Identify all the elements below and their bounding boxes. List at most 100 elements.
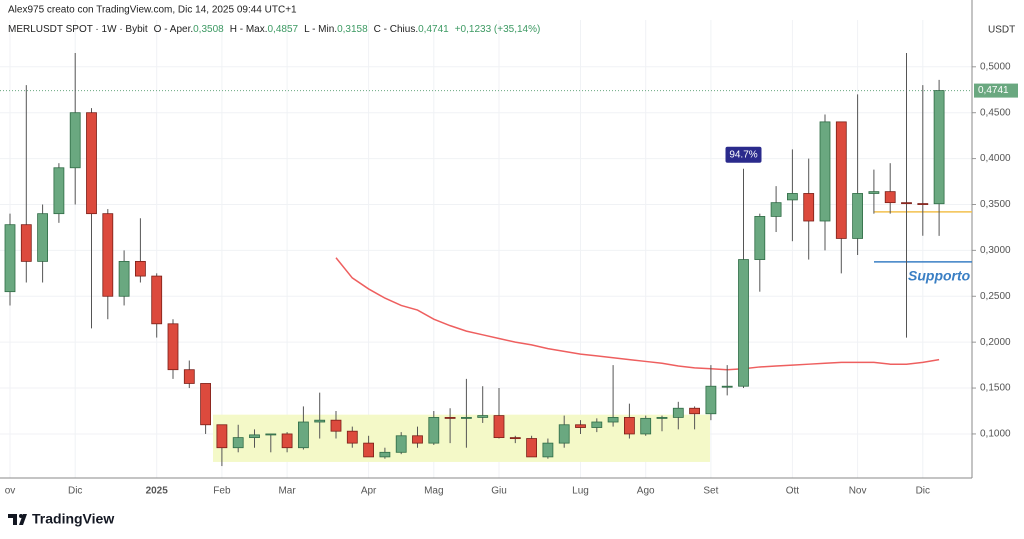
candle-body xyxy=(216,424,228,449)
ohlc-value: 0,3508 xyxy=(193,24,224,35)
candle-body xyxy=(363,442,375,458)
x-tick-label: Lug xyxy=(572,486,589,497)
candle-body xyxy=(575,424,586,428)
candle-body xyxy=(640,417,652,435)
candle-body xyxy=(297,421,309,449)
currency: USDT xyxy=(988,25,1015,36)
symbol: MERLUSDT SPOT · 1W · Bybit xyxy=(8,24,148,35)
y-tick-label: 0,1000 xyxy=(980,429,1011,440)
ohlc-label: C - Chius. xyxy=(374,24,418,35)
level-label: Supporto xyxy=(908,268,971,284)
candle-body xyxy=(183,369,195,384)
candle-body xyxy=(330,419,342,432)
candle-body xyxy=(558,424,570,444)
x-tick-label: Nov xyxy=(849,486,867,497)
candle-body xyxy=(705,385,717,415)
ohlc-label: H - Max. xyxy=(230,24,268,35)
candle-body xyxy=(819,121,831,222)
y-tick-label: 0,4000 xyxy=(980,153,1011,164)
candle-body xyxy=(493,415,505,439)
change: +0,1233 (+35,14%) xyxy=(455,24,541,35)
candle-body xyxy=(412,435,423,444)
x-tick-label: Mar xyxy=(278,486,296,497)
y-tick-label: 0,3000 xyxy=(980,245,1011,256)
y-tick-label: 0,2500 xyxy=(980,291,1011,302)
x-tick-label: Mag xyxy=(424,486,443,497)
y-tick-label: 0,3500 xyxy=(980,199,1011,210)
x-tick-label: Set xyxy=(703,486,718,497)
candle-body xyxy=(852,193,863,239)
x-tick-label: Apr xyxy=(361,486,377,497)
candle-body xyxy=(835,121,847,239)
candle-body xyxy=(444,417,456,419)
candle-body xyxy=(738,259,749,387)
x-tick-label: ov xyxy=(5,486,16,497)
x-tick-label: Ago xyxy=(637,486,655,497)
candle-body xyxy=(346,430,358,444)
candle-body xyxy=(721,385,733,388)
ohlc-value: 0,3158 xyxy=(337,24,368,35)
ohlc-value: 0,4857 xyxy=(268,24,299,35)
candle-body xyxy=(770,202,782,217)
x-tick-label: Ott xyxy=(786,486,800,497)
candle-body xyxy=(868,191,880,194)
ohlc-label: L - Min. xyxy=(304,24,337,35)
candle-body xyxy=(200,383,212,426)
x-tick-label: Dic xyxy=(916,486,930,497)
candle-body xyxy=(672,407,684,418)
candle-body xyxy=(624,417,635,435)
candle-body xyxy=(787,193,798,201)
candle-body xyxy=(656,417,668,419)
candle-body xyxy=(102,213,114,297)
y-tick-label: 0,4500 xyxy=(980,107,1011,118)
candle-body xyxy=(69,112,81,169)
x-tick-label: Dic xyxy=(68,486,82,497)
brand-logo xyxy=(8,514,27,525)
candle-body xyxy=(754,216,766,260)
credit: Alex975 creato con TradingView.com, Dic … xyxy=(8,5,297,16)
candle-body xyxy=(884,191,896,204)
candle-body xyxy=(460,417,472,419)
x-tick-label: 2025 xyxy=(146,486,169,497)
candle-body xyxy=(542,442,554,458)
y-tick-label: 0,5000 xyxy=(980,61,1011,72)
candle-body xyxy=(134,260,146,277)
x-tick-label: Feb xyxy=(213,486,231,497)
symbol-header: MERLUSDT SPOT · 1W · Bybit O - Aper.0,350… xyxy=(8,24,540,35)
candle-body xyxy=(314,419,326,423)
candle-body xyxy=(526,438,537,458)
candle-body xyxy=(395,435,407,453)
candle-body xyxy=(379,451,391,458)
y-tick-label: 0,2000 xyxy=(980,337,1011,348)
candle-body xyxy=(689,407,700,415)
candle-body xyxy=(232,437,244,449)
candle-body xyxy=(37,213,48,262)
candle-body xyxy=(803,193,815,222)
candle-body xyxy=(118,260,130,297)
brand: TradingView xyxy=(32,511,114,527)
candle-body xyxy=(917,203,929,205)
candle-body xyxy=(167,323,179,371)
candle-body xyxy=(265,433,277,436)
last-price-box xyxy=(974,83,1018,98)
last-price-label: 0,4741 xyxy=(978,85,1009,96)
candle-body xyxy=(151,275,163,325)
moving-average xyxy=(335,257,940,371)
candle-body xyxy=(509,437,521,440)
candle-body xyxy=(477,415,489,418)
candle-body xyxy=(591,421,603,428)
y-tick-label: 0,1500 xyxy=(980,383,1011,394)
peak-label: 94.7% xyxy=(729,149,757,160)
candle-body xyxy=(901,202,912,205)
candle-body xyxy=(428,417,440,444)
candle-body xyxy=(53,167,65,215)
ohlc-label: O - Aper. xyxy=(154,24,193,35)
candle-body xyxy=(281,433,293,449)
candle-body xyxy=(933,90,945,205)
candle-body xyxy=(249,434,260,439)
candle-body xyxy=(20,224,32,262)
peak-label-box xyxy=(725,146,762,163)
candle-body xyxy=(86,112,97,215)
x-tick-label: Giu xyxy=(491,486,507,497)
